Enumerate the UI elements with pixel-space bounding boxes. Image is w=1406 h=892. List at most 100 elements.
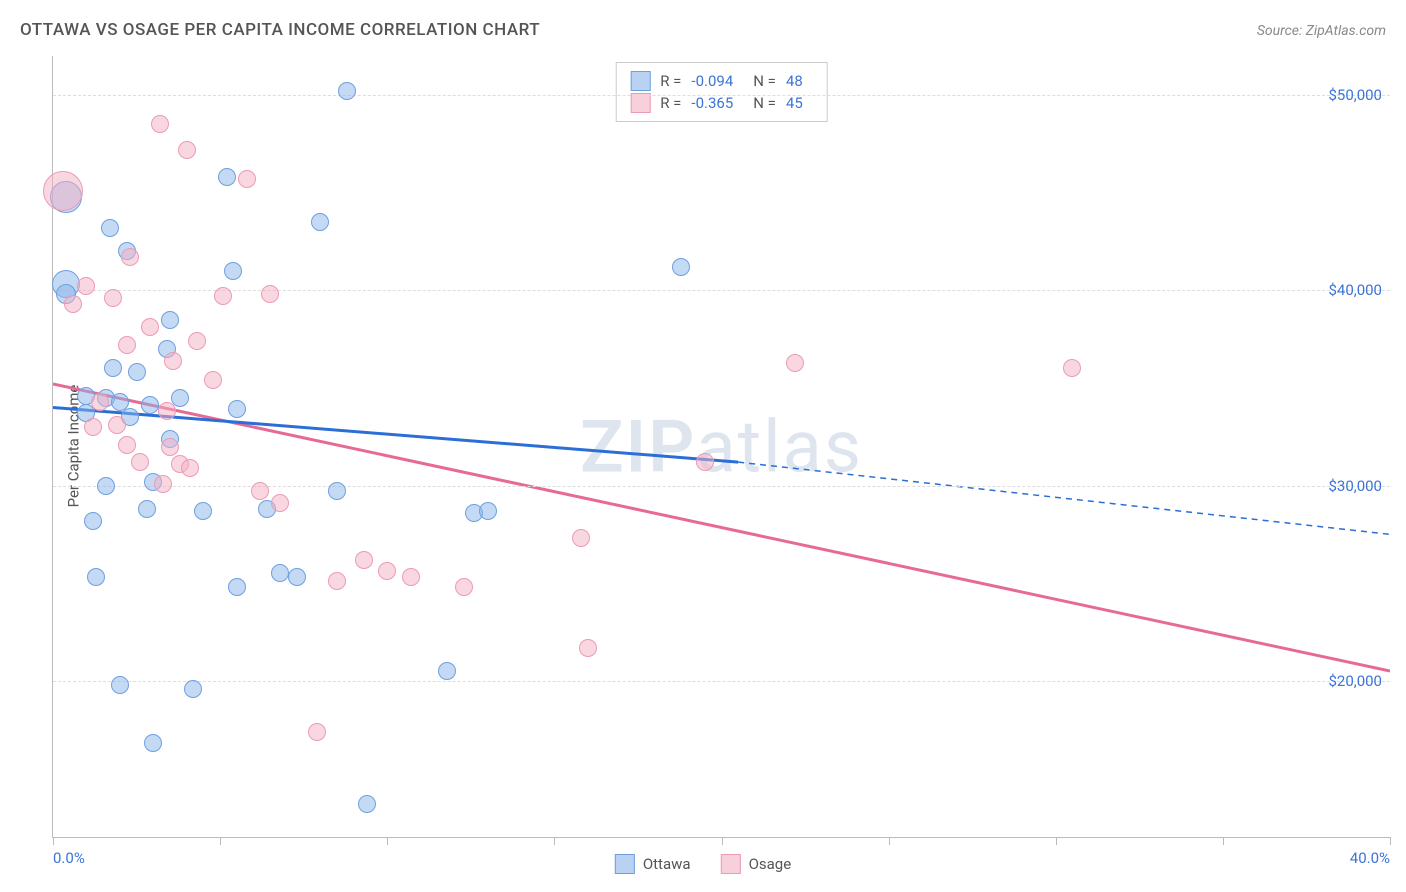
scatter-point <box>118 436 136 454</box>
swatch-ottawa-icon <box>630 71 650 91</box>
chart-title: OTTAWA VS OSAGE PER CAPITA INCOME CORREL… <box>20 20 540 40</box>
scatter-point <box>328 482 346 500</box>
swatch-ottawa-icon <box>615 854 635 874</box>
stat-n-osage: 45 <box>786 94 803 112</box>
scatter-point <box>271 494 289 512</box>
scatter-point <box>438 662 456 680</box>
scatter-point <box>328 572 346 590</box>
y-tick-label: $40,000 <box>1328 281 1382 299</box>
stat-n-label: N = <box>753 94 776 112</box>
watermark-atlas: atlas <box>696 404 863 489</box>
scatter-point <box>138 500 156 518</box>
x-tick <box>889 837 890 845</box>
scatter-point <box>311 213 329 231</box>
scatter-point <box>91 393 109 411</box>
scatter-point <box>164 352 182 370</box>
x-tick <box>554 837 555 845</box>
scatter-point <box>141 396 159 414</box>
scatter-point <box>194 502 212 520</box>
scatter-point <box>204 371 222 389</box>
scatter-point <box>43 171 83 211</box>
stat-r-label: R = <box>660 94 681 112</box>
x-tick <box>220 837 221 845</box>
trend-line-ottawa <box>53 407 738 462</box>
scatter-point <box>131 453 149 471</box>
scatter-point <box>261 285 279 303</box>
scatter-point <box>355 551 373 569</box>
scatter-point <box>84 512 102 530</box>
x-tick <box>1056 837 1057 845</box>
scatter-point <box>128 363 146 381</box>
trend-line-ottawa-dashed <box>738 462 1390 534</box>
scatter-point <box>696 453 714 471</box>
title-bar: OTTAWA VS OSAGE PER CAPITA INCOME CORREL… <box>20 20 1386 40</box>
scatter-point <box>228 400 246 418</box>
y-tick-label: $50,000 <box>1328 86 1382 104</box>
trend-line-osage <box>53 384 1390 671</box>
scatter-point <box>77 277 95 295</box>
scatter-point <box>104 289 122 307</box>
scatter-point <box>158 402 176 420</box>
scatter-point <box>181 459 199 477</box>
scatter-point <box>402 568 420 586</box>
scatter-point <box>271 564 289 582</box>
stat-r-osage: -0.365 <box>691 94 733 112</box>
scatter-point <box>161 311 179 329</box>
scatter-point <box>338 82 356 100</box>
scatter-point <box>171 389 189 407</box>
stats-row-ottawa: R = -0.094 N = 48 <box>630 71 813 91</box>
legend-label-osage: Osage <box>749 855 792 873</box>
scatter-point <box>378 562 396 580</box>
scatter-point <box>118 336 136 354</box>
stat-r-ottawa: -0.094 <box>691 72 733 90</box>
scatter-point <box>104 359 122 377</box>
scatter-point <box>64 295 82 313</box>
grid-line <box>53 290 1390 291</box>
x-tick-label-left: 0.0% <box>53 849 85 867</box>
stat-r-label: R = <box>660 72 681 90</box>
scatter-point <box>151 115 169 133</box>
x-tick-label-right: 40.0% <box>1350 849 1390 867</box>
watermark: ZIPatlas <box>580 404 863 489</box>
x-tick <box>53 837 54 845</box>
scatter-point <box>455 578 473 596</box>
source-credit: Source: ZipAtlas.com <box>1257 23 1386 39</box>
scatter-point <box>479 502 497 520</box>
grid-line <box>53 681 1390 682</box>
scatter-point <box>238 170 256 188</box>
plot-area: ZIPatlas R = -0.094 N = 48 R = -0.365 N … <box>52 56 1390 838</box>
legend-label-ottawa: Ottawa <box>643 855 691 873</box>
legend-item-ottawa: Ottawa <box>615 854 691 874</box>
scatter-point <box>224 262 242 280</box>
scatter-point <box>101 219 119 237</box>
scatter-point <box>288 568 306 586</box>
scatter-point <box>184 680 202 698</box>
chart-container: OTTAWA VS OSAGE PER CAPITA INCOME CORREL… <box>0 0 1406 892</box>
scatter-point <box>108 416 126 434</box>
x-tick <box>1223 837 1224 845</box>
scatter-point <box>154 475 172 493</box>
scatter-point <box>218 168 236 186</box>
stats-box: R = -0.094 N = 48 R = -0.365 N = 45 <box>615 62 828 122</box>
scatter-point <box>358 795 376 813</box>
stat-n-ottawa: 48 <box>786 72 803 90</box>
scatter-point <box>579 639 597 657</box>
swatch-osage-icon <box>721 854 741 874</box>
scatter-point <box>144 734 162 752</box>
scatter-point <box>786 354 804 372</box>
y-tick-label: $30,000 <box>1328 477 1382 495</box>
scatter-point <box>214 287 232 305</box>
x-tick <box>722 837 723 845</box>
scatter-point <box>141 318 159 336</box>
scatter-point <box>111 676 129 694</box>
scatter-point <box>84 418 102 436</box>
x-tick <box>387 837 388 845</box>
scatter-point <box>228 578 246 596</box>
scatter-point <box>178 141 196 159</box>
scatter-point <box>188 332 206 350</box>
bottom-legend: Ottawa Osage <box>615 854 791 874</box>
y-tick-label: $20,000 <box>1328 672 1382 690</box>
scatter-point <box>1063 359 1081 377</box>
scatter-point <box>572 529 590 547</box>
scatter-point <box>97 477 115 495</box>
